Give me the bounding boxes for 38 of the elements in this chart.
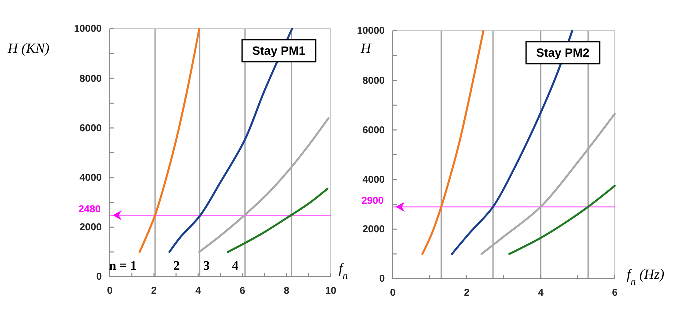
- y-tick-label: 6000: [362, 125, 386, 136]
- y-tick-label: 4000: [80, 173, 102, 184]
- y-tick-label: 10000: [357, 26, 386, 38]
- y-tick-label: 10000: [74, 24, 102, 36]
- line-series: [227, 188, 329, 254]
- series-label: 2: [174, 258, 180, 274]
- y-tick-label: 0: [96, 272, 102, 284]
- x-tick-label: 0: [390, 288, 396, 300]
- line-series: [508, 185, 616, 256]
- x-tick-label: 4: [538, 288, 544, 300]
- text: Stay PM1: [252, 44, 306, 58]
- x-tick-label: 0: [107, 286, 114, 298]
- y-axis-title: H (KN): [7, 42, 50, 57]
- y-tick-label: 8000: [80, 74, 102, 85]
- line-series: [138, 28, 201, 254]
- y-tick-label: 8000: [362, 76, 386, 87]
- line-series: [422, 30, 485, 256]
- y-tick-label: 0: [379, 274, 386, 286]
- ref-line-label: 2480: [78, 204, 102, 216]
- y-tick-label: 6000: [80, 123, 102, 134]
- x-tick-label: 10: [325, 286, 337, 298]
- series-label: n = 1: [109, 258, 137, 274]
- x-tick-label: 6: [612, 288, 618, 300]
- y-tick-label: 4000: [362, 175, 386, 186]
- x-tick-label: 2: [464, 288, 470, 300]
- x-axis-title: f$_{n}$: [339, 262, 348, 282]
- x-tick-label: 2: [151, 286, 158, 298]
- y-tick-label: 2000: [80, 222, 102, 234]
- x-axis-title: f$_{n}$ (Hz): [627, 268, 665, 288]
- x-tick-label: 8: [284, 286, 290, 298]
- series-label: 4: [232, 258, 240, 274]
- series-label: 3: [204, 258, 211, 274]
- y-axis-title: H: [360, 42, 372, 57]
- text: Stay PM2: [536, 46, 590, 60]
- ref-line-label: 2900: [362, 196, 384, 208]
- y-tick-label: 2000: [362, 224, 386, 236]
- x-tick-label: 6: [240, 286, 246, 298]
- x-tick-label: 4: [196, 286, 202, 298]
